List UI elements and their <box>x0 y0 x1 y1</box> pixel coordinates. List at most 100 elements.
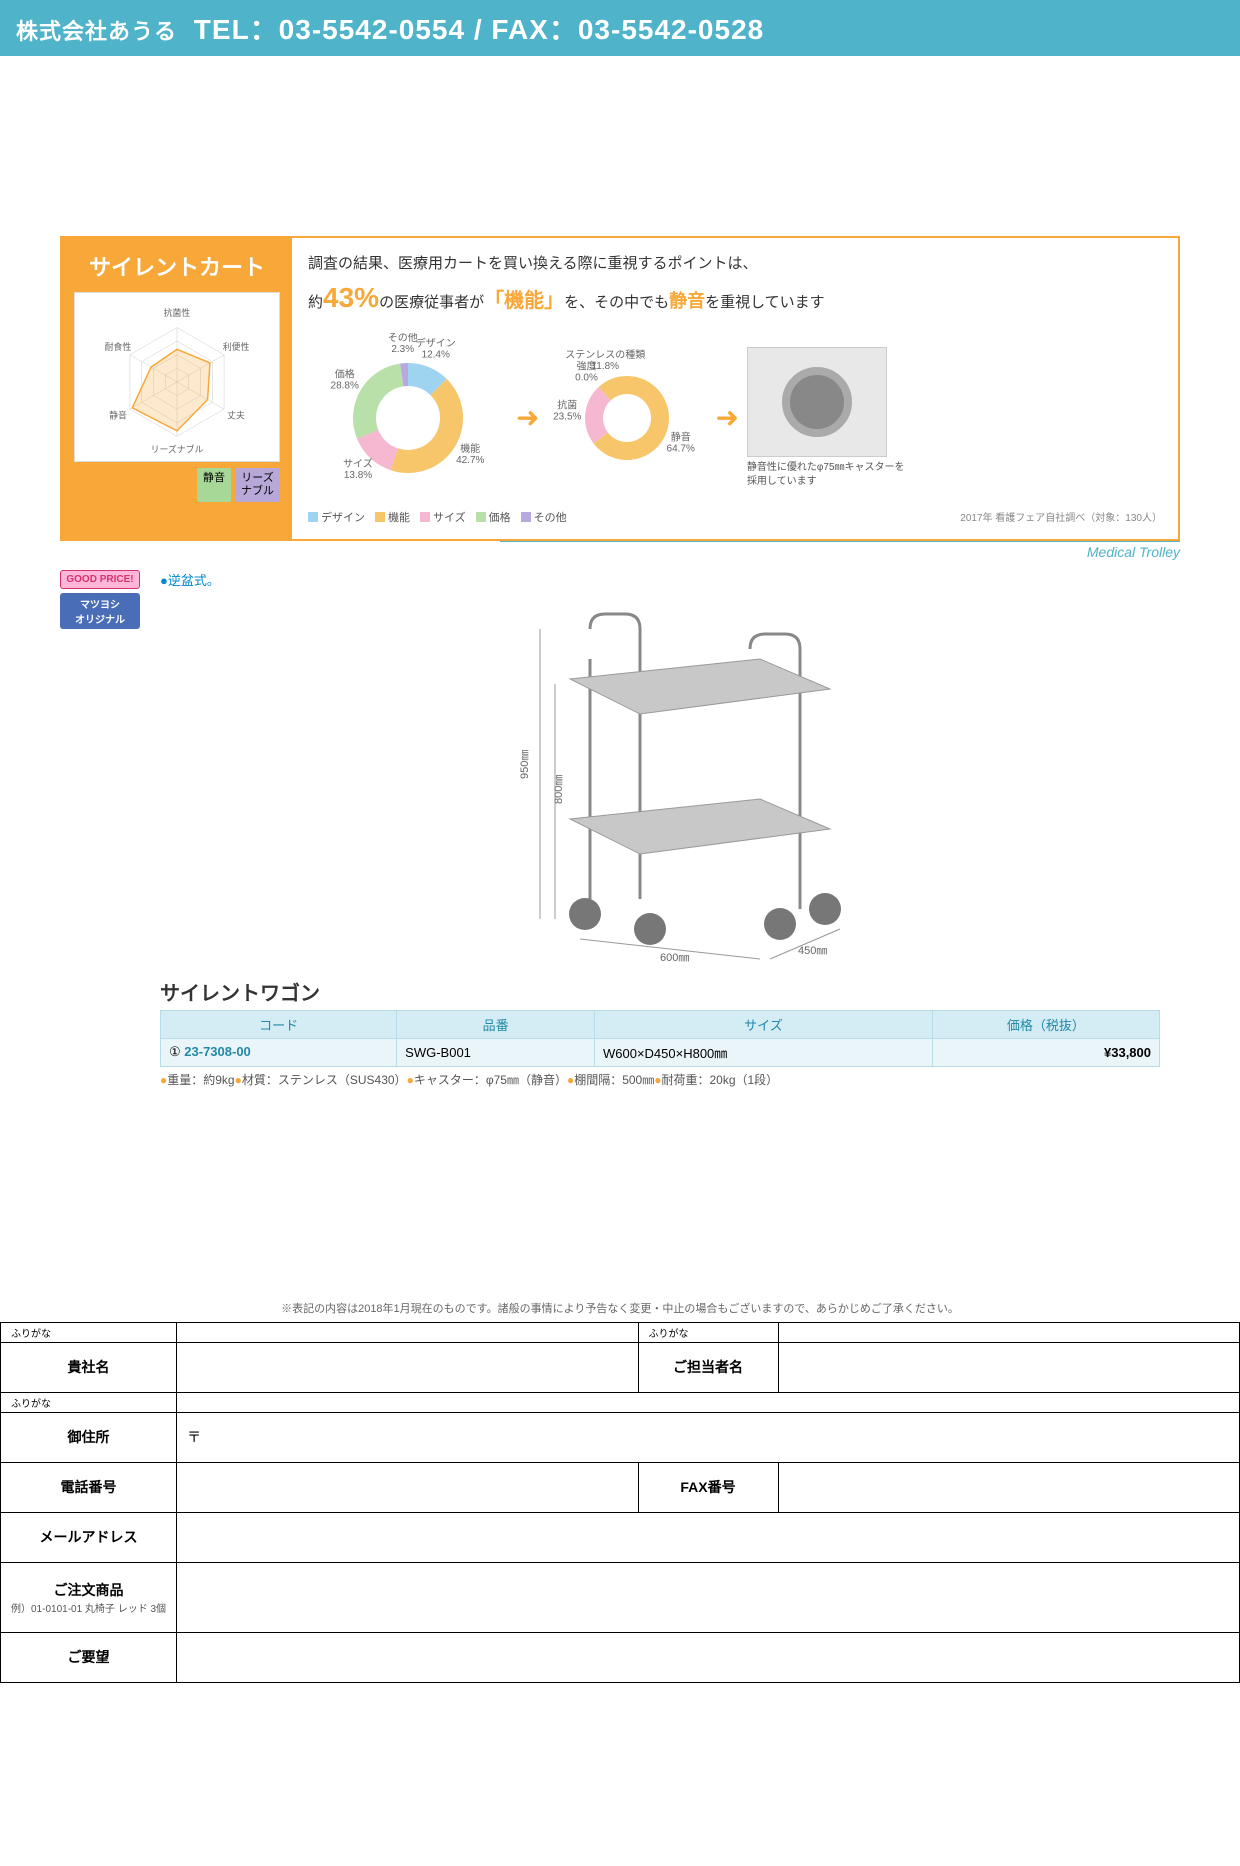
td-size: W600×D450×H800㎜ <box>594 1038 932 1066</box>
svg-text:サイズ: サイズ <box>343 457 373 470</box>
product-badge: マツヨシオリジナル <box>60 593 140 629</box>
svg-text:リーズナブル: リーズナブル <box>151 443 204 454</box>
donut-chart-2: 静音64.7%抗菌23.5%強度0.0%ステンレスの種類11.8% <box>547 343 707 493</box>
survey-emphasis: 静音 <box>669 291 705 311</box>
trolley-diagram: 950㎜ 800㎜ 600㎜ 450㎜ <box>450 589 870 969</box>
items-input[interactable] <box>177 1562 1240 1632</box>
charts-row: デザイン12.4%機能42.7%サイズ13.8%価格28.8%その他2.3% ➜… <box>308 333 1162 503</box>
survey-line1: 調査の結果、医療用カートを買い換える際に重視するポイントは、 <box>308 255 758 272</box>
email-label: メールアドレス <box>1 1512 177 1562</box>
svg-text:23.5%: 23.5% <box>554 411 582 422</box>
info-title: サイレントカート <box>74 250 280 282</box>
survey-mid: の医療従事者が <box>379 294 484 311</box>
svg-text:デザイン: デザイン <box>416 336 456 349</box>
caster-caption: 静音性に優れたφ75㎜キャスターを採用しています <box>747 461 907 489</box>
notes-input[interactable] <box>177 1632 1240 1682</box>
feature-badge: リーズナブル <box>235 468 280 502</box>
svg-text:その他: その他 <box>388 333 418 344</box>
spec-header-row: コード 品番 サイズ 価格（税抜） <box>161 1010 1160 1038</box>
product-section: Medical Trolley GOOD PRICE!マツヨシオリジナル ●逆盆… <box>60 541 1180 1100</box>
svg-text:28.8%: 28.8% <box>331 380 359 391</box>
legend-item: サイズ <box>420 509 466 525</box>
furigana-input-2[interactable] <box>778 1322 1239 1342</box>
postal-mark: 〒 <box>187 1429 201 1445</box>
svg-text:800㎜: 800㎜ <box>553 774 565 803</box>
svg-text:2.3%: 2.3% <box>391 344 414 355</box>
info-left: サイレントカート 抗菌性利便性丈夫リーズナブル静音耐食性 静音リーズナブル <box>62 238 292 539</box>
fax-label: FAX番号 <box>638 1462 778 1512</box>
items-example: 例）01-0101-01 丸椅子 レッド 3個 <box>11 1600 166 1615</box>
survey-percent: 43% <box>323 282 379 313</box>
th-model: 品番 <box>397 1010 595 1038</box>
svg-text:64.7%: 64.7% <box>667 444 695 455</box>
items-label: ご注文商品 例）01-0101-01 丸椅子 レッド 3個 <box>1 1562 177 1632</box>
tel-label: 電話番号 <box>1 1462 177 1512</box>
svg-text:450㎜: 450㎜ <box>798 945 827 957</box>
company-input[interactable] <box>177 1342 638 1392</box>
svg-text:13.8%: 13.8% <box>344 470 372 481</box>
legend-item: 価格 <box>476 509 511 525</box>
furigana-input-3[interactable] <box>177 1392 1240 1412</box>
legend-item: 機能 <box>375 509 410 525</box>
svg-text:丈夫: 丈夫 <box>227 409 245 420</box>
company-name: 株式会社あうる <box>16 19 177 44</box>
info-right: 調査の結果、医療用カートを買い換える際に重視するポイントは、 約43%の医療従事… <box>292 238 1178 539</box>
email-input[interactable] <box>177 1512 1240 1562</box>
feature-badges: 静音リーズナブル <box>74 468 280 502</box>
furigana-label-2: ふりがな <box>638 1322 778 1342</box>
td-code: ① 23-7308-00 <box>161 1038 397 1066</box>
td-price: ¥33,800 <box>932 1038 1159 1066</box>
donut-chart-1: デザイン12.4%機能42.7%サイズ13.8%価格28.8%その他2.3% <box>308 333 508 503</box>
address-label: 御住所 <box>1 1412 177 1462</box>
feature-badge: 静音 <box>197 468 231 502</box>
svg-text:耐食性: 耐食性 <box>105 341 132 352</box>
caster-box: 静音性に優れたφ75㎜キャスターを採用しています <box>747 347 907 489</box>
th-price: 価格（税抜） <box>932 1010 1159 1038</box>
survey-text: 調査の結果、医療用カートを買い換える際に重視するポイントは、 約43%の医療従事… <box>308 252 1162 321</box>
td-model: SWG-B001 <box>397 1038 595 1066</box>
product-name: サイレントワゴン <box>160 977 1160 1006</box>
th-code: コード <box>161 1010 397 1038</box>
product-badge: GOOD PRICE! <box>60 570 140 589</box>
svg-text:0.0%: 0.0% <box>576 373 599 384</box>
disclaimer: ※表記の内容は2018年1月現在のものです。諸般の事情により予告なく変更・中止の… <box>30 1300 1210 1316</box>
spec-data-row: ① 23-7308-00 SWG-B001 W600×D450×H800㎜ ¥3… <box>161 1038 1160 1066</box>
survey-prefix: 約 <box>308 294 323 311</box>
legend-row: デザイン機能サイズ価格その他2017年 看護フェア自社調べ（対象：130人） <box>308 509 1162 525</box>
arrow-icon: ➜ <box>516 401 539 434</box>
furigana-label-3: ふりがな <box>1 1392 177 1412</box>
svg-text:12.4%: 12.4% <box>422 349 450 360</box>
address-input[interactable]: 〒 <box>177 1412 1240 1462</box>
svg-text:静音: 静音 <box>671 431 691 444</box>
survey-mid2: を、その中でも <box>564 294 669 311</box>
header-bar: 株式会社あうる TEL：03-5542-0554 / FAX：03-5542-0… <box>0 0 1240 56</box>
survey-bracket: 「機能」 <box>484 290 564 312</box>
row-code: 23-7308-00 <box>184 1044 251 1059</box>
spec-table: コード 品番 サイズ 価格（税抜） ① 23-7308-00 SWG-B001 … <box>160 1010 1160 1067</box>
radar-chart: 抗菌性利便性丈夫リーズナブル静音耐食性 <box>74 292 280 462</box>
contact-input[interactable] <box>778 1342 1239 1392</box>
svg-text:ステンレスの種類: ステンレスの種類 <box>566 348 646 361</box>
svg-text:機能: 機能 <box>460 442 480 455</box>
furigana-input-1[interactable] <box>177 1322 638 1342</box>
company-label: 貴社名 <box>1 1342 177 1392</box>
product-image-area: ●逆盆式。 950㎜ 800㎜ 600㎜ 450㎜ サイレントワゴン <box>140 560 1180 1100</box>
svg-text:価格: 価格 <box>335 367 355 380</box>
furigana-label-1: ふりがな <box>1 1322 177 1342</box>
th-size: サイズ <box>594 1010 932 1038</box>
info-panel: サイレントカート 抗菌性利便性丈夫リーズナブル静音耐食性 静音リーズナブル 調査… <box>60 236 1180 541</box>
tel-input[interactable] <box>177 1462 638 1512</box>
items-label-text: ご注文商品 <box>54 1582 124 1598</box>
caster-image <box>747 347 887 457</box>
svg-text:11.8%: 11.8% <box>592 361 620 372</box>
spec-details: ●重量：約9kg●材質：ステンレス（SUS430）●キャスター：φ75㎜（静音）… <box>160 1071 1160 1090</box>
fax-input[interactable] <box>778 1462 1239 1512</box>
caster-wheel-icon <box>782 367 852 437</box>
legend-item: デザイン <box>308 509 365 525</box>
order-form: ふりがな ふりがな 貴社名 ご担当者名 ふりがな 御住所 〒 電話番号 FAX番… <box>0 1322 1240 1683</box>
survey-suffix: を重視しています <box>705 294 825 311</box>
legend-item: その他 <box>521 509 567 525</box>
notes-label: ご要望 <box>1 1632 177 1682</box>
svg-text:600㎜: 600㎜ <box>660 952 689 964</box>
product-badges: GOOD PRICE! マツヨシオリジナル <box>60 560 140 1100</box>
